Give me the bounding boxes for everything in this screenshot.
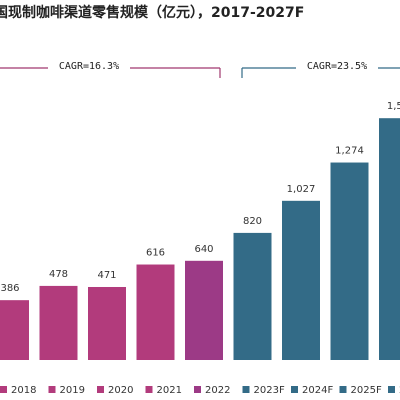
legend-swatch: [48, 386, 56, 393]
legend-swatch: [194, 386, 201, 393]
bar: [233, 232, 272, 360]
legend-swatch: [388, 386, 395, 393]
bar: [185, 260, 223, 360]
legend-swatch: [145, 386, 153, 393]
legend-swatch: [291, 386, 298, 393]
bar: [0, 300, 29, 360]
cagr-bracket: CAGR=16.3%: [0, 58, 221, 78]
legend-label: 2021: [157, 385, 182, 396]
label-bg: [48, 58, 130, 76]
chart-title: 国现制咖啡渠道零售规模（亿元），2017-2027F: [0, 4, 304, 21]
label-bg: [296, 58, 378, 76]
legend-swatch: [0, 386, 7, 393]
value-label: 1,274: [335, 146, 364, 157]
legend-label: 2020: [108, 385, 133, 396]
value-label: 386: [0, 283, 19, 294]
value-label: 478: [49, 269, 68, 280]
value-label: 640: [194, 244, 213, 255]
legend-label: 2025F: [351, 385, 382, 396]
bar: [88, 286, 126, 360]
value-label: 1,027: [287, 184, 316, 195]
legend-label: 2018: [11, 385, 36, 396]
bar: [330, 162, 369, 360]
cagr-label: CAGR=16.3%: [59, 61, 119, 72]
value-label: 616: [146, 248, 165, 259]
value-label: 820: [243, 216, 262, 227]
bar: [136, 264, 175, 360]
legend-label: 2023F: [254, 385, 285, 396]
bar: [39, 285, 78, 360]
legend-swatch: [339, 386, 347, 393]
value-label: 1,56: [387, 101, 400, 112]
cagr-label: CAGR=23.5%: [307, 61, 367, 72]
legend-swatch: [97, 386, 104, 393]
legend-swatch: [242, 386, 250, 393]
legend-label: 2019: [60, 385, 85, 396]
legend-label: 2022: [205, 385, 230, 396]
cagr-bracket: CAGR=23.5%: [241, 58, 400, 78]
bar: [282, 200, 320, 360]
legend-label: 2024F: [302, 385, 333, 396]
value-label: 471: [97, 270, 116, 281]
bar: [379, 118, 400, 360]
